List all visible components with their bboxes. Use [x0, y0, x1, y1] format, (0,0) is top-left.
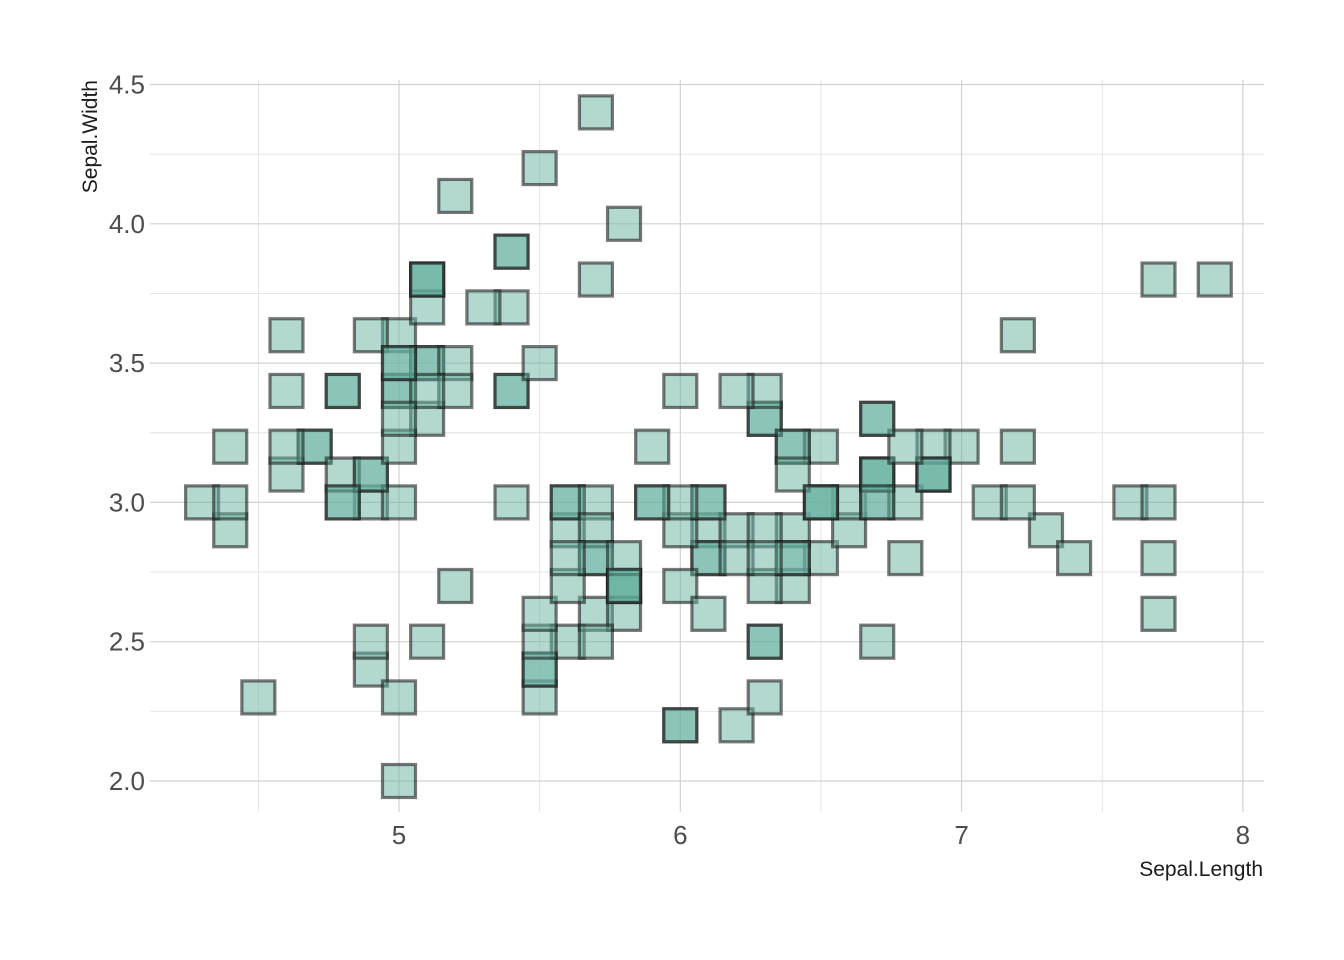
data-point	[493, 484, 530, 521]
data-point	[690, 595, 727, 632]
data-point	[605, 567, 643, 605]
y-tick-label: 2.5	[109, 627, 145, 657]
x-axis-ticks: 5 6 7 8	[392, 820, 1250, 850]
data-point	[324, 372, 361, 410]
data-point	[802, 484, 840, 521]
data-point	[634, 428, 671, 465]
data-point	[577, 94, 615, 131]
data-point	[409, 261, 446, 298]
data-point	[437, 567, 474, 605]
data-point	[352, 623, 389, 660]
data-point	[577, 261, 615, 298]
data-point	[1196, 261, 1233, 298]
data-point	[240, 679, 277, 716]
data-point	[493, 233, 530, 270]
data-point	[999, 484, 1036, 521]
data-point	[859, 484, 896, 521]
x-axis-title: Sepal.Length	[1139, 858, 1263, 881]
data-point	[1140, 484, 1177, 521]
data-point	[268, 372, 305, 410]
data-point	[746, 540, 783, 577]
data-point	[437, 177, 474, 215]
data-point	[352, 317, 389, 354]
data-point	[324, 484, 361, 521]
data-point	[605, 205, 643, 242]
y-tick-label: 3.0	[109, 487, 145, 517]
data-point	[859, 400, 896, 437]
data-point	[212, 428, 249, 465]
data-point	[746, 679, 783, 716]
data-point	[493, 372, 530, 410]
x-tick-label: 6	[673, 820, 687, 850]
data-point	[662, 372, 699, 410]
data-points	[183, 94, 1233, 800]
data-point	[662, 707, 699, 744]
data-point	[634, 484, 671, 521]
data-point	[380, 679, 418, 716]
data-point	[465, 289, 502, 326]
x-tick-label: 7	[954, 820, 968, 850]
x-tick-label: 8	[1236, 820, 1250, 850]
grid-lines	[150, 80, 1264, 812]
y-axis-ticks: 2.0 2.5 3.0 3.5 4.0 4.5	[109, 70, 145, 797]
data-point	[380, 345, 418, 382]
y-tick-label: 4.5	[109, 70, 145, 100]
x-tick-label: 5	[392, 820, 406, 850]
data-point	[746, 623, 783, 660]
data-point	[409, 623, 446, 660]
data-point	[521, 149, 558, 187]
data-point	[380, 400, 418, 437]
y-tick-label: 4.0	[109, 209, 145, 239]
data-point	[521, 345, 558, 382]
data-point	[380, 762, 418, 800]
data-point	[577, 623, 615, 660]
data-point	[718, 372, 755, 410]
data-point	[212, 484, 249, 521]
y-tick-label: 2.0	[109, 766, 145, 796]
data-point	[268, 428, 305, 465]
data-point	[999, 428, 1036, 465]
data-point	[999, 317, 1036, 354]
data-point	[380, 484, 418, 521]
data-point	[859, 623, 896, 660]
data-point	[887, 540, 924, 577]
y-tick-label: 3.5	[109, 348, 145, 378]
data-point	[1140, 261, 1177, 298]
data-point	[1140, 540, 1177, 577]
data-point	[549, 540, 586, 577]
data-point	[1140, 595, 1177, 632]
data-point	[1056, 540, 1093, 577]
data-point	[268, 317, 305, 354]
y-axis-title: Sepal.Width	[79, 80, 102, 193]
